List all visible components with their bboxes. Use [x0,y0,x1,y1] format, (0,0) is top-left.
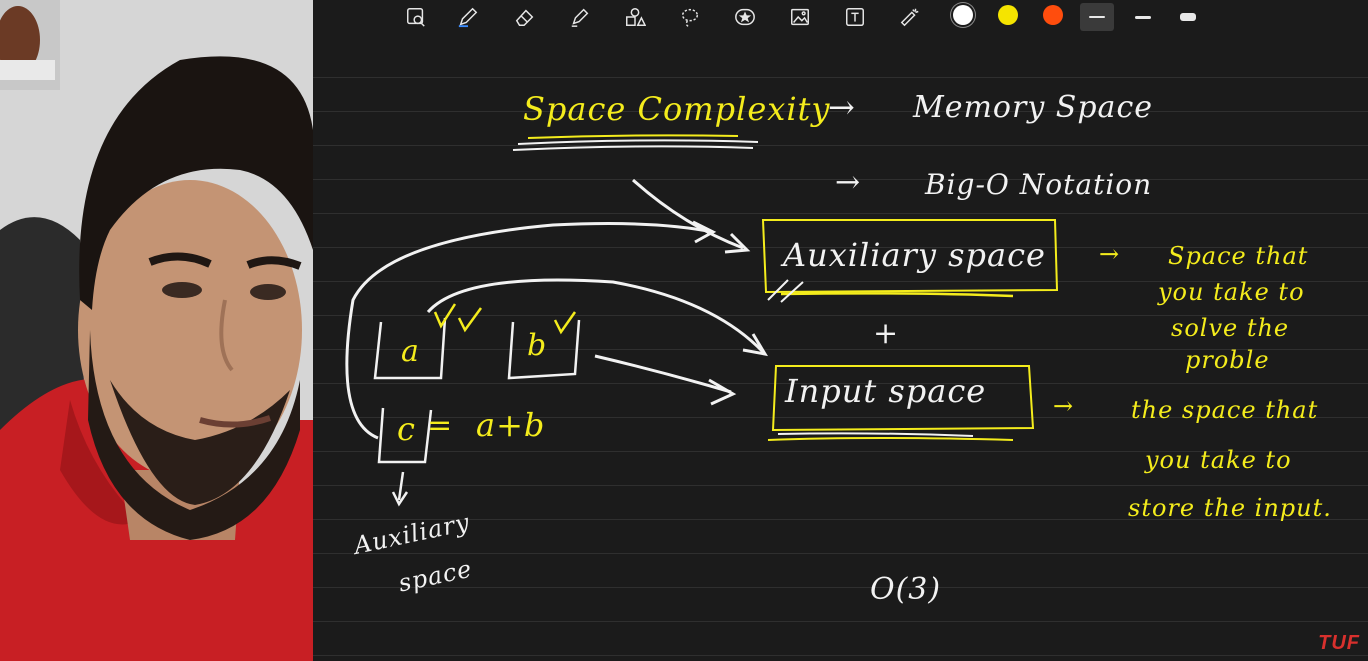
text-icon[interactable] [840,3,870,31]
pen-icon[interactable] [453,3,483,31]
drawing-toolbar [313,0,1368,36]
arrow-bigo-icon: → [835,165,862,200]
laser-pointer-icon[interactable] [895,3,925,31]
label-input-space: Input space [785,372,987,410]
label-auxiliary-space: Auxiliary space [783,236,1046,274]
sticker-icon[interactable] [730,3,760,31]
presenter-video [0,0,313,661]
aux-desc-line-3: solve the [1171,314,1290,342]
heading-space-complexity: Space Complexity [523,90,831,128]
tuf-logo: TUF [1318,632,1360,654]
aux-desc-line-1: Space that [1168,242,1309,270]
color-orange-swatch[interactable] [1043,5,1063,25]
plus-sign: + [873,316,900,351]
variable-c: c [397,410,416,448]
color-yellow-swatch[interactable] [998,5,1018,25]
eraser-icon[interactable] [510,3,540,31]
label-big-o-notation: Big-O Notation [925,168,1153,201]
equals-sign: = [427,408,454,443]
highlighter-icon[interactable] [565,3,595,31]
arrow-a-to-input [426,278,765,354]
aux-desc-line-2: you take to [1158,278,1305,306]
line-size-thin[interactable] [1080,3,1114,31]
side-label-auxiliary: Auxiliary [351,508,473,560]
variable-a: a [401,334,420,369]
input-desc-line-3: store the input. [1128,494,1332,522]
underline-stroke [517,139,759,145]
page-zoom-icon[interactable] [401,3,431,31]
line-size-medium[interactable] [1128,3,1158,31]
input-desc-line-2: you take to [1145,446,1292,474]
label-memory-space: Memory Space [913,90,1154,125]
line-size-thick[interactable] [1173,3,1203,31]
input-desc-line-1: the space that [1131,396,1319,424]
variable-b: b [527,328,548,363]
arrow-aux-desc-icon: → [1099,240,1121,268]
image-icon[interactable] [785,3,815,31]
aux-desc-line-4: proble [1185,346,1270,374]
side-label-space: space [395,554,475,598]
arrow-c-down [397,471,405,501]
color-white-swatch[interactable] [953,5,973,25]
arrow-memory-icon: → [828,88,856,126]
arrow-input-desc-icon: → [1053,392,1075,420]
arrow-to-auxiliary [631,178,744,250]
lasso-icon[interactable] [675,3,705,31]
arrow-b-to-input [594,354,732,394]
whiteboard-canvas[interactable]: Space Complexity → Memory Space → Big-O … [313,0,1368,661]
big-o-result: O(3) [870,572,942,607]
webcam-panel [0,0,313,661]
expression-a-plus-b: a+b [476,406,546,444]
shapes-icon[interactable] [620,3,650,31]
